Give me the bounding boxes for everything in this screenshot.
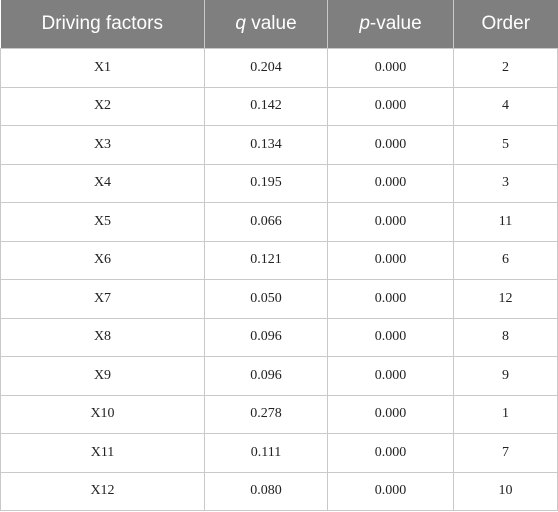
table-row: X1 0.204 0.000 2: [0, 48, 558, 88]
q-value-cell: 0.204: [204, 48, 328, 88]
order-cell: 10: [453, 471, 558, 511]
header-row: Driving factors q value p-value Order: [0, 0, 558, 49]
header-q-value: q value: [204, 0, 328, 49]
p-value-cell: 0.000: [327, 163, 454, 203]
order-cell: 5: [453, 125, 558, 165]
p-value-cell: 0.000: [327, 471, 454, 511]
table-row: X9 0.096 0.000 9: [0, 356, 558, 396]
order-cell: 1: [453, 394, 558, 434]
driving-factor-cell: X5: [0, 202, 205, 242]
table-row: X12 0.080 0.000 10: [0, 471, 558, 511]
order-cell: 2: [453, 48, 558, 88]
header-driving-factors: Driving factors: [0, 0, 205, 49]
p-value-cell: 0.000: [327, 240, 454, 280]
p-value-cell: 0.000: [327, 433, 454, 473]
p-value-cell: 0.000: [327, 279, 454, 319]
driving-factor-cell: X10: [0, 394, 205, 434]
q-value-cell: 0.121: [204, 240, 328, 280]
driving-factor-cell: X11: [0, 433, 205, 473]
q-value-cell: 0.066: [204, 202, 328, 242]
p-value-cell: 0.000: [327, 125, 454, 165]
table-row: X2 0.142 0.000 4: [0, 86, 558, 126]
driving-factor-cell: X3: [0, 125, 205, 165]
header-order: Order: [453, 0, 558, 49]
order-cell: 12: [453, 279, 558, 319]
p-value-cell: 0.000: [327, 202, 454, 242]
order-cell: 4: [453, 86, 558, 126]
table-row: X3 0.134 0.000 5: [0, 125, 558, 165]
p-value-cell: 0.000: [327, 48, 454, 88]
driving-factor-cell: X6: [0, 240, 205, 280]
header-p-value: p-value: [327, 0, 454, 49]
p-value-cell: 0.000: [327, 394, 454, 434]
table-header: Driving factors q value p-value Order: [0, 0, 558, 49]
q-value-cell: 0.080: [204, 471, 328, 511]
driving-factor-cell: X8: [0, 317, 205, 357]
order-cell: 7: [453, 433, 558, 473]
p-value-cell: 0.000: [327, 356, 454, 396]
q-value-cell: 0.142: [204, 86, 328, 126]
q-value-cell: 0.134: [204, 125, 328, 165]
driving-factor-cell: X1: [0, 48, 205, 88]
driving-factor-cell: X7: [0, 279, 205, 319]
p-value-cell: 0.000: [327, 317, 454, 357]
q-value-cell: 0.111: [204, 433, 328, 473]
order-cell: 6: [453, 240, 558, 280]
q-value-cell: 0.050: [204, 279, 328, 319]
q-value-cell: 0.096: [204, 317, 328, 357]
table-body: X1 0.204 0.000 2 X2 0.142 0.000 4 X3 0.134 0.000 5 X…: [0, 48, 558, 511]
p-value-cell: 0.000: [327, 86, 454, 126]
driving-factor-cell: X12: [0, 471, 205, 511]
order-cell: 8: [453, 317, 558, 357]
table-row: X10 0.278 0.000 1: [0, 394, 558, 434]
q-value-cell: 0.195: [204, 163, 328, 203]
order-cell: 3: [453, 163, 558, 203]
q-symbol: q: [235, 13, 246, 34]
table-row: X5 0.066 0.000 11: [0, 202, 558, 242]
driving-factor-cell: X2: [0, 86, 205, 126]
q-value-cell: 0.278: [204, 394, 328, 434]
driving-factor-cell: X9: [0, 356, 205, 396]
driving-factor-cell: X4: [0, 163, 205, 203]
table-row: X7 0.050 0.000 12: [0, 279, 558, 319]
p-value-label: -value: [369, 13, 422, 34]
table-row: X8 0.096 0.000 8: [0, 317, 558, 357]
table-row: X6 0.121 0.000 6: [0, 240, 558, 280]
table-row: X4 0.195 0.000 3: [0, 163, 558, 203]
order-cell: 11: [453, 202, 558, 242]
q-value-cell: 0.096: [204, 356, 328, 396]
table-row: X11 0.111 0.000 7: [0, 433, 558, 473]
p-symbol: p: [359, 13, 370, 34]
order-cell: 9: [453, 356, 558, 396]
q-value-label: value: [245, 13, 297, 34]
